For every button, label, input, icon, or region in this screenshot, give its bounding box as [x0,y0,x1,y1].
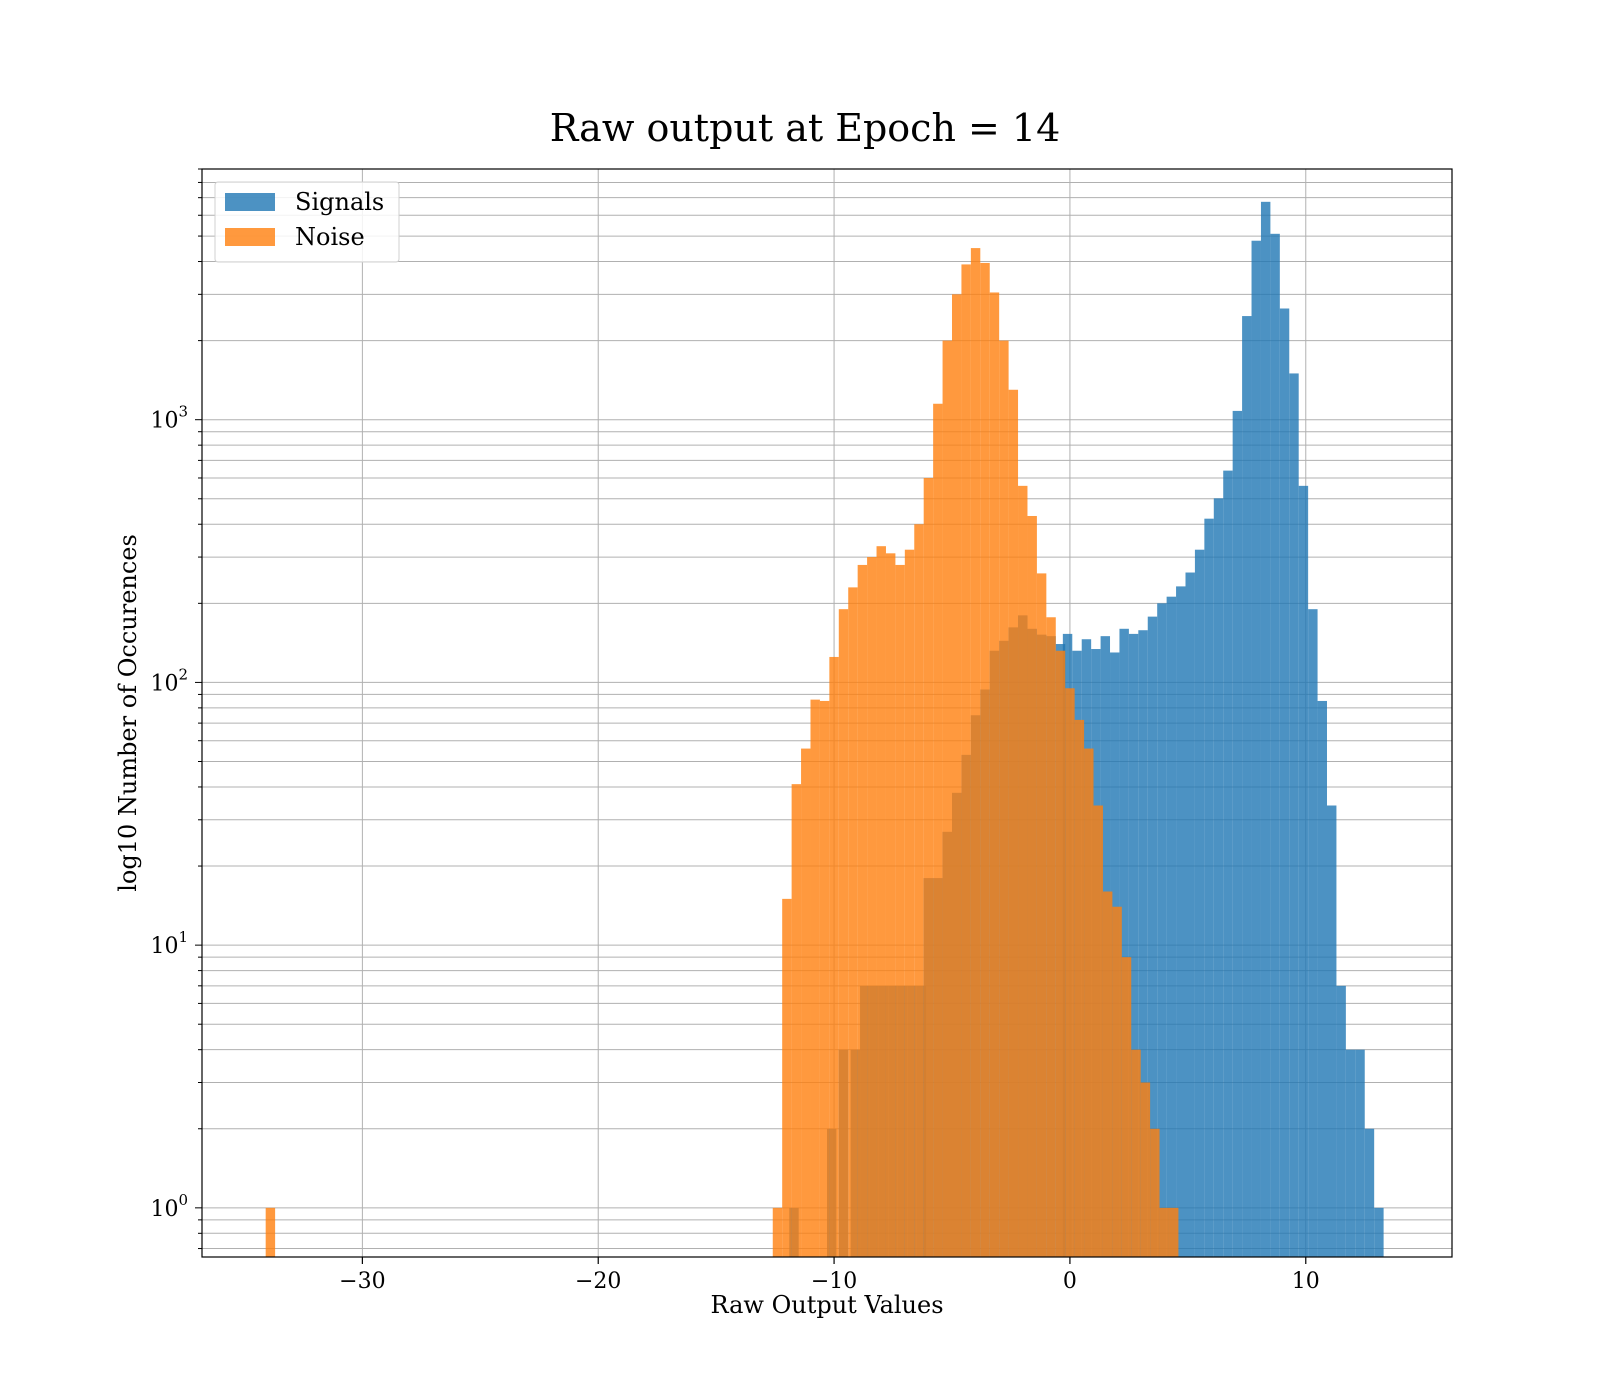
bar-noise [961,264,971,1257]
bar-noise [1159,1207,1169,1257]
bar-signals [1138,630,1148,1257]
bar-noise [265,1207,276,1257]
y-tick-label: 102 [150,665,188,696]
bar-signals [1213,498,1224,1258]
bar-noise [1036,573,1047,1257]
x-tick-label: −30 [339,1269,385,1294]
histogram-bars [265,201,1384,1258]
bar-noise [810,699,820,1257]
bar-signals [1374,1207,1384,1257]
x-tick-label: 0 [1063,1269,1077,1294]
axis-ticks: −30 −20 −10 0 10 100 101 102 103 [150,168,1320,1294]
bar-signals [1185,572,1195,1257]
bar-noise [876,546,886,1257]
bar-signals [1119,628,1129,1257]
bar-noise [1168,1207,1179,1257]
bar-signals [1279,308,1290,1257]
y-tick-label: 101 [150,928,188,959]
legend-swatch-signals [225,193,275,211]
bar-noise [1008,389,1019,1257]
bar-signals [1345,1049,1356,1257]
bar-signals [1336,985,1346,1257]
y-tick-label: 103 [150,403,188,434]
bar-noise [989,292,1000,1257]
bar-signals [1327,805,1337,1257]
bar-noise [829,656,839,1257]
legend: Signals Noise [214,181,400,263]
bar-noise [952,294,962,1257]
bar-signals [1166,596,1177,1257]
y-tick-label: 100 [150,1191,188,1222]
bar-noise [848,587,858,1257]
x-tick-label: 10 [1292,1269,1320,1294]
bar-signals [1223,470,1233,1257]
bar-signals [1157,603,1167,1257]
chart-title: Raw output at Epoch = 14 [550,106,1061,150]
bar-signals [1147,616,1158,1257]
bar-signals [1298,485,1309,1258]
x-tick-label: −20 [575,1269,621,1294]
bar-signals [1176,586,1186,1257]
bar-signals [1308,609,1318,1257]
bar-noise [1102,891,1113,1257]
bar-noise [1093,805,1103,1257]
bar-signals [1251,240,1261,1257]
bar-noise [772,1207,783,1257]
bar-noise [1150,1128,1160,1257]
bar-signals [1242,316,1252,1257]
bar-noise [980,262,990,1258]
bar-noise [942,340,952,1257]
bar-noise [857,564,868,1257]
bar-noise [1131,1049,1141,1257]
x-tick-label: −10 [811,1269,857,1294]
bar-signals [1270,233,1280,1257]
bar-noise [904,549,915,1257]
bar-noise [1084,748,1094,1257]
bar-signals [1128,633,1139,1257]
bar-noise [1065,688,1075,1257]
bar-signals [1289,373,1299,1257]
bar-noise [895,564,905,1257]
bar-noise [914,524,924,1257]
bar-signals [1317,700,1327,1257]
bar-noise [1046,617,1056,1257]
legend-label-noise: Noise [295,223,365,251]
bar-signals [1364,1128,1375,1257]
bar-noise [970,248,981,1257]
bar-noise [867,557,877,1257]
bar-noise [838,609,849,1257]
legend-swatch-noise [225,228,275,246]
plot-frame [201,168,1453,1258]
bar-signals [1355,1049,1365,1257]
bar-noise [791,784,802,1257]
bar-signals [1194,549,1205,1257]
x-axis-label: Raw Output Values [710,1291,943,1319]
bar-noise [999,340,1009,1257]
bar-signals [1232,410,1243,1257]
bar-noise [923,477,934,1257]
bar-noise [1140,1082,1151,1257]
bar-noise [1055,650,1066,1257]
bar-noise [1018,485,1028,1258]
bar-noise [801,748,811,1257]
bar-signals [1204,518,1214,1257]
bar-noise [1112,906,1122,1257]
bar-noise [1027,515,1037,1257]
bar-noise [819,700,830,1257]
bar-noise [782,898,792,1257]
series-noise [265,248,1179,1258]
bar-signals [1260,201,1271,1257]
bar-noise [885,553,896,1257]
bar-noise [1074,719,1085,1257]
legend-label-signals: Signals [295,188,384,216]
bar-noise [933,403,943,1258]
bar-noise [1121,957,1132,1257]
y-axis-label: log10 Number of Occurences [114,534,142,892]
